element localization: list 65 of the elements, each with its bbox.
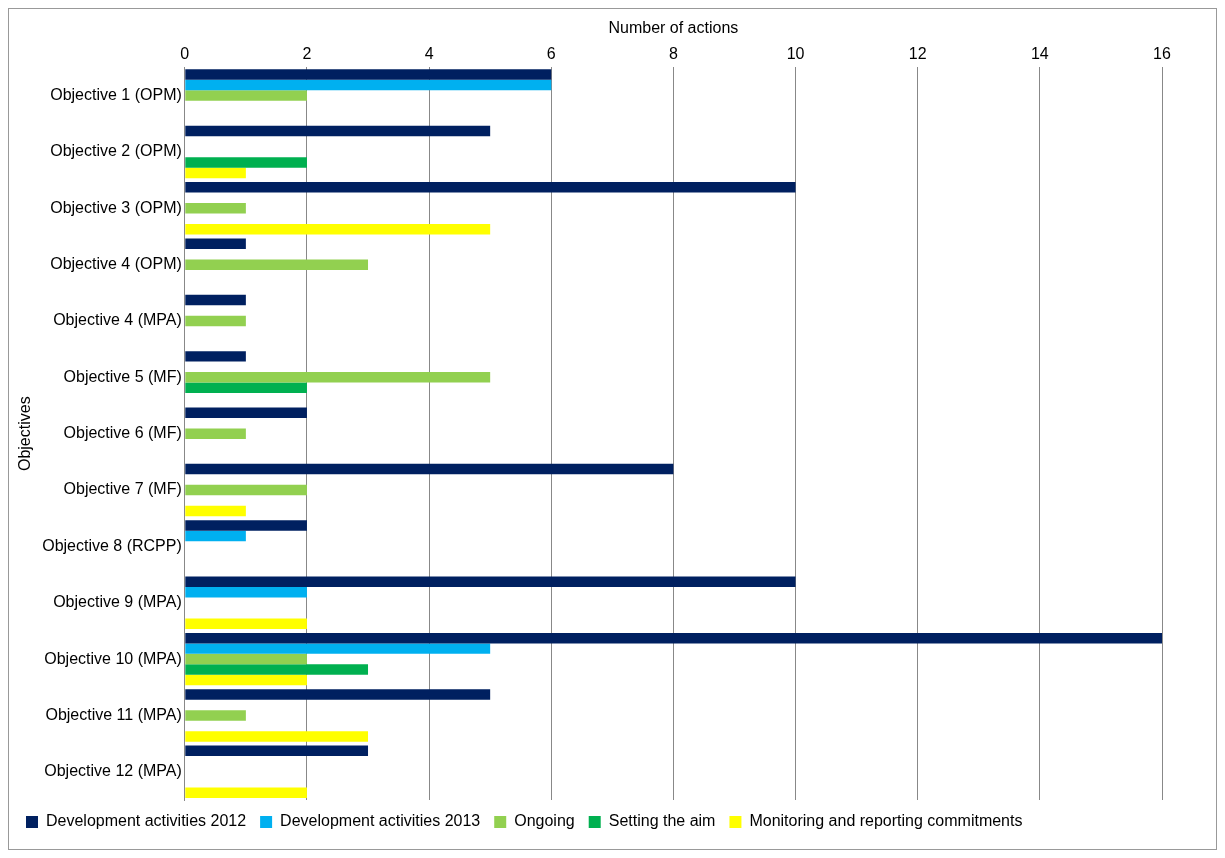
x-tick-label: 6: [546, 45, 556, 63]
bar: [185, 382, 307, 394]
bar: [185, 576, 796, 588]
y-tick-label: Objective 4 (MPA): [53, 311, 182, 329]
bar: [185, 530, 246, 542]
y-tick-label: Objective 6 (MF): [63, 424, 182, 442]
bar: [185, 787, 307, 799]
bar: [185, 618, 307, 629]
y-tick-label: Objective 8 (RCPP): [42, 536, 182, 554]
bar: [185, 689, 491, 700]
bar: [185, 745, 369, 757]
bar: [185, 125, 491, 137]
y-tick-label: Objective 3 (OPM): [50, 198, 182, 216]
x-tick-label: 4: [424, 45, 434, 63]
bar: [185, 710, 246, 721]
x-tick-label: 2: [302, 45, 312, 63]
bar: [185, 653, 307, 665]
bar: [185, 182, 796, 193]
bar: [185, 428, 246, 439]
bar: [185, 731, 369, 742]
x-tick-label: 12: [908, 45, 927, 63]
y-tick-label: Objective 2 (OPM): [50, 142, 182, 160]
legend-label: Development activities 2012: [46, 812, 247, 830]
bar: [185, 664, 369, 675]
y-tick-label: Objective 5 (MF): [63, 367, 182, 385]
legend-label: Ongoing: [514, 812, 575, 830]
bar: [185, 238, 246, 249]
bar: [185, 79, 552, 91]
bar: [185, 315, 246, 327]
bar: [185, 643, 491, 654]
y-tick-label: Objective 12 (MPA): [44, 762, 182, 780]
bar: [185, 674, 307, 686]
bar: [185, 167, 246, 179]
bar: [185, 351, 246, 362]
bar: [185, 587, 307, 598]
bar: [185, 224, 491, 235]
y-tick-label: Objective 11 (MPA): [45, 705, 182, 723]
bar: [185, 505, 246, 517]
bar: [185, 463, 674, 475]
bar: [185, 407, 307, 418]
bar: [185, 372, 491, 383]
x-tick-label: 16: [1153, 45, 1171, 63]
y-tick-label: Objective 9 (MPA): [53, 593, 182, 611]
bar: [185, 69, 552, 80]
x-tick-label: 10: [786, 45, 805, 63]
y-tick-label: Objective 10 (MPA): [44, 649, 182, 667]
x-tick-label: 14: [1030, 45, 1049, 63]
y-axis-title: Objectives: [16, 396, 34, 472]
bar: [185, 203, 246, 214]
bar: [185, 294, 246, 306]
y-tick-label: Objective 1 (OPM): [50, 85, 182, 103]
legend-label: Development activities 2013: [280, 812, 481, 830]
bar: [185, 157, 307, 168]
x-axis-title: Number of actions: [608, 19, 739, 37]
legend-label: Monitoring and reporting commitments: [749, 812, 1023, 830]
x-tick-label: 0: [180, 45, 190, 63]
bar: [185, 520, 307, 531]
legend-label: Setting the aim: [608, 812, 716, 830]
bar: [185, 90, 307, 101]
bar: [185, 259, 369, 270]
y-tick-label: Objective 7 (MF): [63, 480, 182, 498]
bar: [185, 484, 307, 496]
bar: [185, 632, 1162, 644]
y-tick-label: Objective 4 (OPM): [50, 255, 182, 273]
x-tick-label: 8: [668, 45, 678, 63]
